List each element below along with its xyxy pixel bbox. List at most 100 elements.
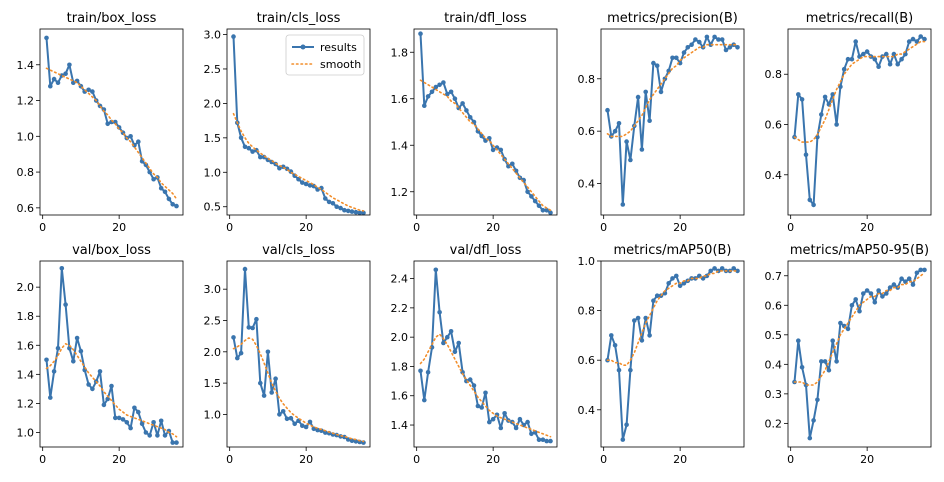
results-point [55, 345, 61, 351]
results-point [307, 183, 313, 188]
axes-frame [413, 260, 558, 448]
results-line [606, 35, 739, 206]
results-point [90, 386, 95, 392]
results-point [834, 359, 839, 364]
results-point [448, 329, 454, 334]
results-point [853, 39, 858, 44]
subplot-train-box-loss: train/box_loss 0 20 0.6 0.8 1.0 1.2 1.4 [17, 11, 184, 234]
results-point [624, 422, 629, 428]
results-point [330, 201, 336, 206]
results-point [143, 430, 149, 435]
results-point [609, 333, 614, 338]
results-point [719, 37, 725, 42]
y-tick-label: 2.0 [204, 97, 222, 110]
y-tick-label: 0.8 [17, 166, 35, 179]
results-point [265, 349, 271, 355]
x-tick-label: 0 [787, 221, 794, 234]
results-point [132, 405, 137, 411]
results-point [120, 417, 126, 422]
results-point [261, 393, 267, 398]
results-point [238, 135, 244, 141]
subplot-title: metrics/mAP50(B) [613, 243, 731, 258]
results-point [918, 34, 923, 39]
results-point [605, 107, 610, 113]
results-point [460, 101, 465, 106]
results-point [139, 421, 145, 427]
results-point [513, 168, 519, 174]
results-point [864, 288, 870, 293]
results-point [677, 60, 683, 66]
results-point [483, 390, 488, 396]
results-point [681, 281, 687, 286]
results-line [793, 268, 925, 440]
axes-frame [39, 28, 184, 216]
results-point [487, 419, 492, 425]
y-tick-label: 0.5 [765, 329, 783, 342]
results-point [349, 438, 355, 444]
x-tick-label: 20 [673, 221, 687, 234]
y-tick-label: 1.4 [17, 59, 35, 72]
results-point [635, 315, 641, 321]
results-point [708, 268, 713, 274]
results-point [425, 94, 431, 99]
results-point [338, 205, 343, 211]
y-tick-label: 2.0 [17, 281, 35, 294]
results-point [864, 49, 870, 54]
results-point [677, 283, 683, 289]
results-point [136, 409, 141, 415]
results-point [353, 209, 359, 215]
results-point [128, 134, 133, 139]
legend-smooth-label: smooth [320, 58, 361, 71]
results-point [525, 189, 530, 195]
results-point [170, 202, 175, 207]
results-point [116, 415, 122, 421]
results-point [853, 297, 858, 302]
results-point [323, 196, 328, 201]
results-point [525, 419, 530, 425]
results-point [532, 198, 538, 204]
results-point [101, 402, 107, 408]
results-point [78, 348, 84, 354]
results-point [906, 39, 912, 44]
y-tick-label: 2.5 [204, 314, 222, 327]
results-point [86, 87, 91, 93]
axes-frame [226, 28, 371, 216]
results-point [910, 36, 916, 42]
results-point [418, 368, 423, 374]
results-point [712, 34, 717, 40]
results-point [109, 383, 114, 389]
results-point [71, 359, 76, 364]
results-point [513, 425, 519, 431]
axes-frame [787, 260, 932, 448]
results-point [471, 383, 477, 388]
y-tick-label: 0.4 [578, 404, 596, 417]
axes-frame [39, 260, 184, 448]
results-point [422, 397, 427, 403]
results-point [841, 66, 847, 72]
y-tick-label: 0.6 [765, 119, 783, 132]
results-point [51, 369, 57, 374]
results-point [517, 416, 523, 422]
smooth-line [793, 271, 926, 386]
results-point [323, 430, 328, 435]
subplot-train-cls-loss: train/cls_loss 0 20 0.5 1.0 1.5 2.0 2.5 3.0 resul… [204, 11, 371, 234]
results-point [857, 308, 862, 314]
results-point [819, 359, 824, 364]
results-point [910, 282, 916, 287]
y-tick-label: 0.4 [765, 169, 783, 182]
results-point [861, 291, 866, 296]
y-tick-label: 1.0 [204, 408, 222, 421]
results-point [834, 122, 839, 127]
y-tick-label: 0.3 [765, 388, 783, 401]
results-point [716, 37, 721, 42]
results-point [666, 281, 671, 286]
results-point [113, 415, 118, 421]
results-point [51, 76, 57, 82]
y-tick-label: 0.6 [578, 125, 596, 138]
y-tick-label: 0.8 [765, 68, 783, 81]
axes-frame [413, 28, 558, 216]
results-point [353, 439, 359, 444]
results-point [876, 64, 881, 69]
x-tick-label: 0 [413, 453, 420, 466]
results-point [63, 302, 68, 307]
